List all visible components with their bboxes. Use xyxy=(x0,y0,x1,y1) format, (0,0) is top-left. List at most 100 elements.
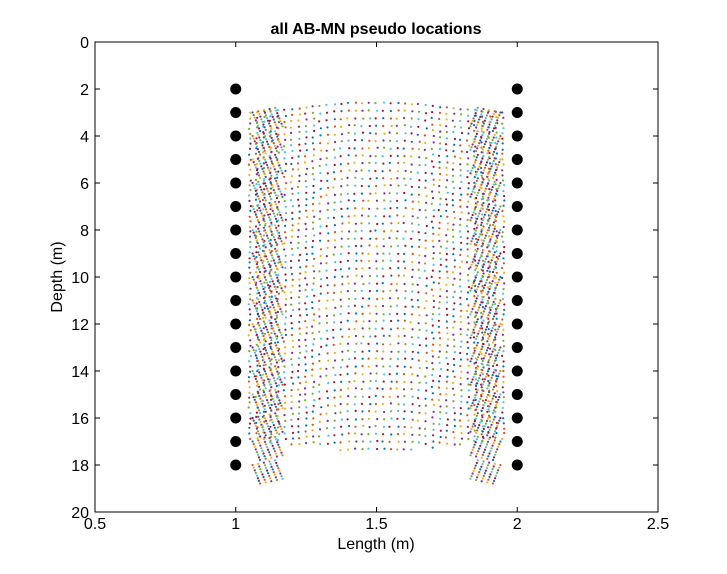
pseudo-point xyxy=(487,208,490,211)
pseudo-point xyxy=(467,432,470,435)
pseudo-point xyxy=(480,268,483,271)
pseudo-point xyxy=(475,243,478,247)
pseudo-point xyxy=(482,451,485,454)
pseudo-point xyxy=(277,208,280,211)
pseudo-point xyxy=(446,240,449,243)
pseudo-point xyxy=(446,332,449,335)
pseudo-point xyxy=(430,275,433,278)
pseudo-point xyxy=(256,131,259,134)
pseudo-point xyxy=(369,372,372,375)
y-tick-label: 2 xyxy=(80,82,89,99)
pseudo-point xyxy=(255,343,258,346)
pseudo-point xyxy=(347,432,350,435)
pseudo-point xyxy=(446,375,449,378)
electrode-point xyxy=(511,83,523,95)
pseudo-point xyxy=(278,422,281,425)
pseudo-point xyxy=(354,101,358,104)
pseudo-point xyxy=(432,215,435,218)
pseudo-point xyxy=(346,117,349,120)
pseudo-point xyxy=(263,352,266,356)
pseudo-point xyxy=(339,411,342,414)
pseudo-point xyxy=(347,305,350,308)
pseudo-point xyxy=(262,273,265,276)
pseudo-point xyxy=(453,320,456,323)
pseudo-point xyxy=(251,228,254,232)
pseudo-point xyxy=(263,361,266,364)
pseudo-point xyxy=(477,238,480,241)
pseudo-point xyxy=(498,443,501,446)
pseudo-point xyxy=(459,278,462,281)
pseudo-point xyxy=(248,319,251,322)
pseudo-point xyxy=(499,393,502,396)
pseudo-point xyxy=(497,351,500,354)
pseudo-point xyxy=(417,118,420,121)
pseudo-point xyxy=(297,198,300,201)
pseudo-point xyxy=(312,404,315,407)
pseudo-point xyxy=(332,328,335,331)
pseudo-point xyxy=(381,297,384,300)
pseudo-point xyxy=(494,124,497,127)
pseudo-point xyxy=(374,394,377,397)
pseudo-point xyxy=(496,213,499,216)
pseudo-point xyxy=(261,355,264,358)
pseudo-point xyxy=(431,269,434,272)
pseudo-point xyxy=(278,234,281,237)
pseudo-point xyxy=(279,307,282,311)
pseudo-point xyxy=(445,166,448,169)
pseudo-point xyxy=(297,430,300,434)
pseudo-point xyxy=(361,395,364,398)
pseudo-point xyxy=(361,364,364,368)
pseudo-point xyxy=(258,364,262,368)
pseudo-point xyxy=(480,352,483,355)
pseudo-point xyxy=(481,134,484,137)
pseudo-point xyxy=(486,269,489,272)
pseudo-point xyxy=(263,276,267,279)
pseudo-point xyxy=(262,259,265,262)
pseudo-point xyxy=(479,421,482,424)
pseudo-point xyxy=(248,426,251,429)
pseudo-point xyxy=(479,139,482,142)
pseudo-point xyxy=(297,168,300,171)
pseudo-point xyxy=(453,436,456,439)
pseudo-point xyxy=(499,181,502,185)
pseudo-point xyxy=(494,410,497,413)
pseudo-point xyxy=(486,246,489,249)
pseudo-point xyxy=(431,313,434,316)
pseudo-point xyxy=(257,244,261,247)
pseudo-point xyxy=(474,394,477,397)
pseudo-point xyxy=(327,239,330,242)
pseudo-point xyxy=(270,442,273,445)
pseudo-point xyxy=(262,179,265,182)
pseudo-point xyxy=(501,137,504,140)
pseudo-point xyxy=(478,165,481,168)
pseudo-point xyxy=(251,134,254,138)
pseudo-point xyxy=(488,170,491,173)
pseudo-point xyxy=(257,274,260,277)
pseudo-point xyxy=(411,440,414,443)
pseudo-point xyxy=(268,451,271,454)
pseudo-point xyxy=(332,366,335,369)
pseudo-point xyxy=(272,282,275,286)
pseudo-point xyxy=(254,424,257,427)
pseudo-point xyxy=(270,245,273,248)
pseudo-point xyxy=(397,425,400,428)
pseudo-point xyxy=(347,237,350,240)
pseudo-point xyxy=(274,476,277,479)
pseudo-point xyxy=(475,220,478,223)
pseudo-point xyxy=(251,205,254,208)
pseudo-point xyxy=(480,357,483,360)
pseudo-point xyxy=(277,185,280,188)
pseudo-point xyxy=(501,158,504,161)
pseudo-point xyxy=(284,218,287,221)
pseudo-point xyxy=(270,409,273,412)
pseudo-point xyxy=(467,389,471,392)
pseudo-point xyxy=(487,177,490,181)
pseudo-point xyxy=(266,375,269,378)
pseudo-point xyxy=(277,170,280,173)
pseudo-point xyxy=(361,305,364,308)
pseudo-point xyxy=(291,168,294,171)
pseudo-point xyxy=(474,378,477,381)
pseudo-point xyxy=(446,326,449,329)
pseudo-point xyxy=(459,169,462,172)
pseudo-point xyxy=(451,283,455,286)
